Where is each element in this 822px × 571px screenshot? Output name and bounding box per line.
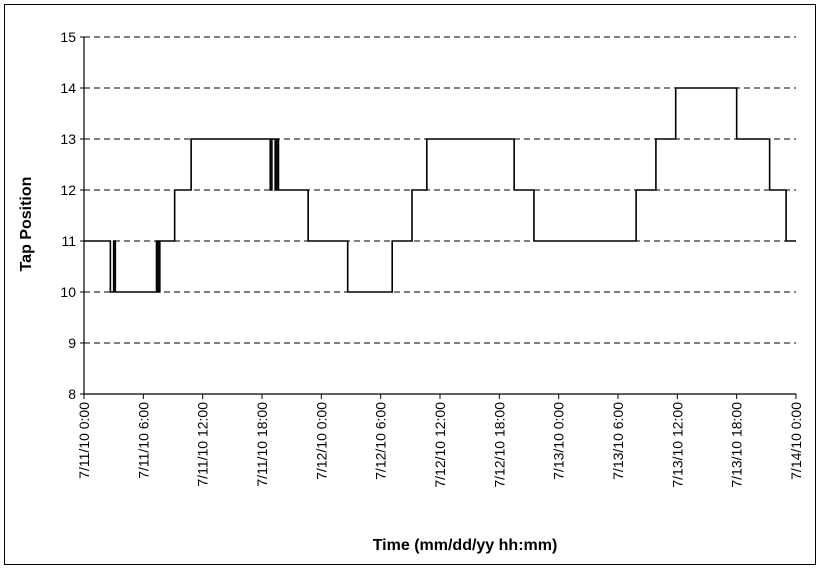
y-tick-label: 10 — [60, 284, 76, 300]
y-axis-title: Tap Position — [18, 177, 35, 272]
y-tick-label: 14 — [60, 80, 76, 96]
axes: 8 9 10 11 12 13 14 15 7/11/10 0:00 7/11/10 6:00 7/… — [60, 29, 804, 488]
x-tick-label: 7/13/10 6:00 — [610, 402, 626, 480]
y-tick-label: 15 — [60, 29, 76, 45]
x-tick-label: 7/14/10 0:00 — [788, 402, 804, 480]
tap-position-chart: 8 9 10 11 12 13 14 15 7/11/10 0:00 7/11/10 6:00 7/… — [18, 29, 804, 554]
x-tick-label: 7/12/10 12:00 — [432, 402, 448, 488]
x-tick-label: 7/11/10 18:00 — [254, 402, 270, 487]
x-axis-title: Time (mm/dd/yy hh:mm) — [373, 537, 558, 554]
y-tick-label: 13 — [60, 131, 76, 147]
y-tick-label: 12 — [60, 182, 76, 198]
x-tick-label: 7/12/10 0:00 — [313, 402, 329, 480]
x-tick-label: 7/12/10 6:00 — [373, 402, 389, 480]
tap-position-series-line — [84, 87, 796, 293]
chart-frame: 8 9 10 11 12 13 14 15 7/11/10 0:00 7/11/10 6:00 7/… — [4, 4, 816, 565]
y-tick-label: 9 — [68, 335, 76, 351]
x-tick-label: 7/13/10 18:00 — [729, 402, 745, 488]
x-tick-label: 7/13/10 12:00 — [669, 402, 685, 488]
y-tick-label: 8 — [68, 386, 76, 402]
y-tick-label: 11 — [61, 233, 76, 249]
x-tick-label: 7/11/10 0:00 — [76, 402, 92, 479]
x-tick-label: 7/12/10 18:00 — [491, 402, 507, 488]
series-layer — [84, 87, 796, 293]
x-tick-label: 7/11/10 12:00 — [195, 402, 211, 487]
x-tick-label: 7/13/10 0:00 — [551, 402, 567, 480]
x-tick-label: 7/11/10 6:00 — [135, 402, 151, 479]
